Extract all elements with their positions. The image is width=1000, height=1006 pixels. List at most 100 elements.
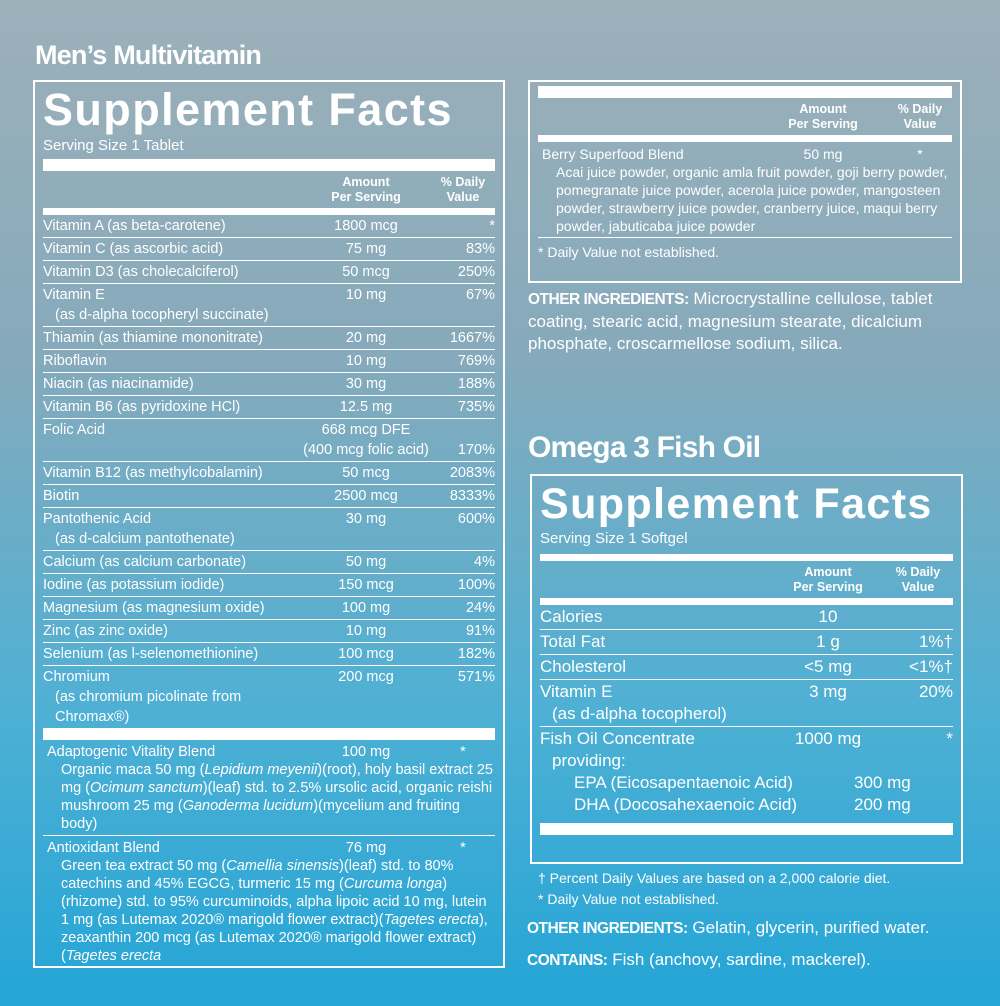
- amount-line: 100 mg: [341, 600, 391, 616]
- name-line: Magnesium (as magnesium oxide): [43, 600, 265, 616]
- amount-line: 12.5 mg: [339, 399, 393, 415]
- header-spacer: [538, 102, 758, 132]
- blend-row: Berry Superfood Blend 50 mg * Acai juice po…: [538, 142, 952, 237]
- nutrient-row: Calcium (as calcium carbonate) 50 mg 4%: [43, 551, 495, 574]
- nutrient-name: Cholesterol: [540, 656, 773, 678]
- amount-line: 150 mcg: [338, 577, 394, 593]
- daily-value: 250%: [431, 262, 495, 282]
- name-line: Chromium: [43, 669, 110, 685]
- dv-text: <1%†: [909, 657, 953, 676]
- amount: 200 mcg: [301, 667, 431, 727]
- nutrient-row: Riboflavin 10 mg 769%: [43, 350, 495, 373]
- column-header: Amount Per Serving% Daily Value: [43, 171, 495, 208]
- nutrient-row: Vitamin E (as d-alpha tocopheryl succinat…: [43, 284, 495, 327]
- blend-name: Adaptogenic Vitality Blend: [47, 744, 216, 760]
- nutrient-name: Chromium (as chromium picolinate from Chr…: [43, 667, 301, 727]
- facts-panel: Supplement Facts Serving Size 1 Tablet A…: [33, 80, 505, 968]
- blend-table: Adaptogenic Vitality Blend 100 mg * Organic…: [43, 740, 495, 967]
- name-line: (as d-alpha tocopherol): [552, 704, 727, 723]
- text: )(rhizome) std. to 95% curcuminoids, alp…: [61, 876, 487, 928]
- footnote: * Daily Value not established.: [538, 237, 952, 262]
- blend-description: Green tea extract 50 mg (Camellia sinens…: [47, 857, 495, 965]
- nutrient-name: Vitamin D3 (as cholecalciferol): [43, 262, 301, 282]
- nutrient-row: Zinc (as zinc oxide) 10 mg 91%: [43, 620, 495, 643]
- dv-text: 600%: [457, 511, 495, 527]
- name-line: Vitamin B12 (as methylcobalamin): [43, 465, 263, 481]
- amount: 50 mcg: [301, 463, 431, 483]
- label: OTHER INGREDIENTS:: [527, 920, 688, 937]
- nutrient-row: Calories 10: [540, 605, 953, 630]
- nutrient-name: Magnesium (as magnesium oxide): [43, 598, 301, 618]
- daily-value: 24%: [431, 598, 495, 618]
- daily-value: 571%: [431, 667, 495, 727]
- header-spacer: [540, 565, 773, 595]
- header-line: Amount: [804, 565, 852, 579]
- amount-line: 30 mg: [345, 376, 387, 392]
- amount: 3 mg: [773, 681, 883, 725]
- nutrient-row: Total Fat 1 g 1%†: [540, 630, 953, 655]
- amount-line: 75 mg: [345, 241, 387, 257]
- nutrient-row: Folic Acid 668 mcg DFE (400 mcg folic acid…: [43, 419, 495, 462]
- name-line: Zinc (as zinc oxide): [43, 623, 168, 639]
- dv-text: 769%: [457, 353, 495, 369]
- facts-panel: Supplement Facts Serving Size 1 Softgel …: [530, 474, 963, 864]
- dv-text: 250%: [457, 264, 495, 280]
- amount-line: 10 mg: [345, 353, 387, 369]
- name-line: Vitamin D3 (as cholecalciferol): [43, 264, 239, 280]
- dv-text: 100%: [457, 577, 495, 593]
- header-line: % Daily: [897, 102, 943, 116]
- name-line: providing:: [552, 751, 626, 770]
- name-line: Niacin (as niacinamide): [43, 376, 194, 392]
- dv-text: 20%: [918, 682, 953, 701]
- column-header: Amount Per Serving% Daily Value: [538, 98, 952, 135]
- daily-value: 188%: [431, 374, 495, 394]
- name-line: Biotin: [43, 488, 80, 504]
- amount-line: 1 g: [816, 632, 840, 651]
- daily-value: 83%: [431, 239, 495, 259]
- component-name: DHA (Docosahexaenoic Acid): [574, 795, 798, 814]
- nutrient-row: Selenium (as l-selenomethionine) 100 mcg 1…: [43, 643, 495, 666]
- header-spacer: [43, 175, 301, 205]
- amount-line: 1800 mcg: [334, 218, 398, 234]
- nutrient-name: Vitamin E (as d-alpha tocopherol): [540, 681, 773, 725]
- amount-line: 50 mg: [345, 554, 387, 570]
- blend-amount: 50 mg: [803, 146, 843, 162]
- dv-text: 91%: [465, 623, 495, 639]
- name-line: Calcium (as calcium carbonate): [43, 554, 247, 570]
- nutrient-name: Fish Oil Concentrate providing:: [540, 728, 773, 772]
- text: )(mycelium and fruiting body): [61, 798, 460, 832]
- daily-value: [883, 606, 953, 628]
- dv-text: 1667%: [449, 330, 495, 346]
- dv-text: 24%: [465, 600, 495, 616]
- text: )(leaf) std. to 2.5% ursolic acid, organ…: [61, 780, 493, 814]
- nutrient-name: Niacin (as niacinamide): [43, 374, 301, 394]
- amount-line: 10 mg: [345, 623, 387, 639]
- text: Green tea extract 50 mg (: [61, 858, 227, 874]
- amount-header: Amount Per Serving: [301, 175, 431, 205]
- amount: 1000 mg: [773, 728, 883, 772]
- amount: 20 mg: [301, 328, 431, 348]
- blend-amount: 100 mg: [341, 744, 391, 760]
- header-line: Value: [903, 117, 937, 131]
- nutrient-row: Biotin 2500 mcg 8333%: [43, 485, 495, 508]
- dv-text: 1%†: [918, 632, 953, 651]
- nutrient-name: Vitamin A (as beta-carotene): [43, 216, 301, 236]
- nutrient-row: Vitamin D3 (as cholecalciferol) 50 mcg 250…: [43, 261, 495, 284]
- amount: 10 mg: [301, 621, 431, 641]
- name-line: Total Fat: [540, 632, 606, 651]
- text: Organic maca 50 mg (: [61, 762, 205, 778]
- amount-line: 2500 mcg: [334, 488, 398, 504]
- serving-size: Serving Size 1 Tablet: [43, 137, 184, 154]
- header-line: % Daily: [895, 565, 941, 579]
- rule: [538, 135, 952, 142]
- name-line: Vitamin E: [540, 682, 613, 701]
- daily-value: 20%: [883, 681, 953, 725]
- latin-name: Ocimum sanctum: [90, 780, 203, 796]
- rule: [540, 598, 953, 605]
- daily-value: 8333%: [431, 486, 495, 506]
- text: )(root), holy basil extract 25 mg (: [61, 762, 493, 796]
- header-line: Value: [446, 190, 480, 204]
- amount: 30 mg: [301, 374, 431, 394]
- blend-row: Adaptogenic Vitality Blend 100 mg * Organic…: [43, 740, 495, 836]
- nutrient-name: Total Fat: [540, 631, 773, 653]
